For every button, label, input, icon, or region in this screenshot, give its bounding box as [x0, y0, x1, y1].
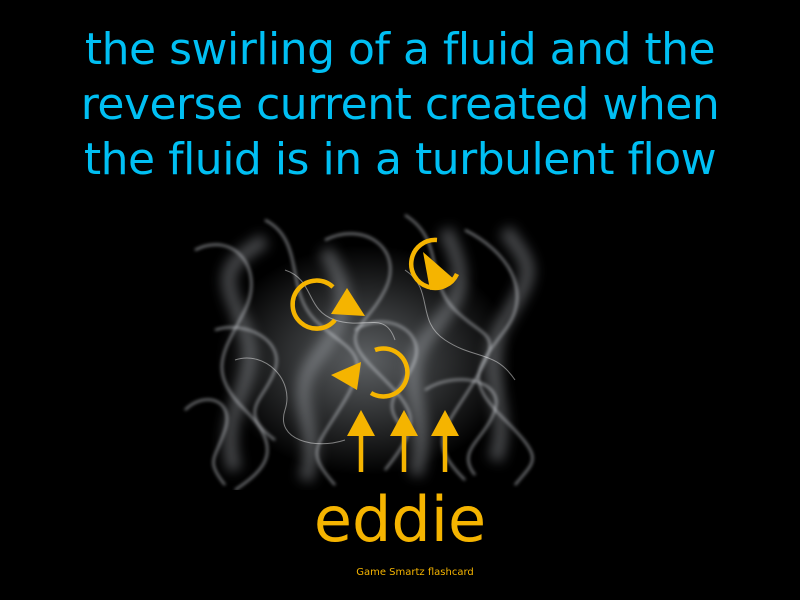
definition-line-1: the swirling of a fluid and the [0, 22, 800, 77]
definition-text: the swirling of a fluid and the reverse … [0, 22, 800, 187]
definition-line-2: reverse current created when [0, 77, 800, 132]
smoke-eddy-illustration [175, 210, 555, 490]
credit-text: Game Smartz flashcard [0, 566, 800, 580]
definition-line-3: the fluid is in a turbulent flow [0, 132, 800, 187]
term-word: eddie [0, 480, 800, 560]
